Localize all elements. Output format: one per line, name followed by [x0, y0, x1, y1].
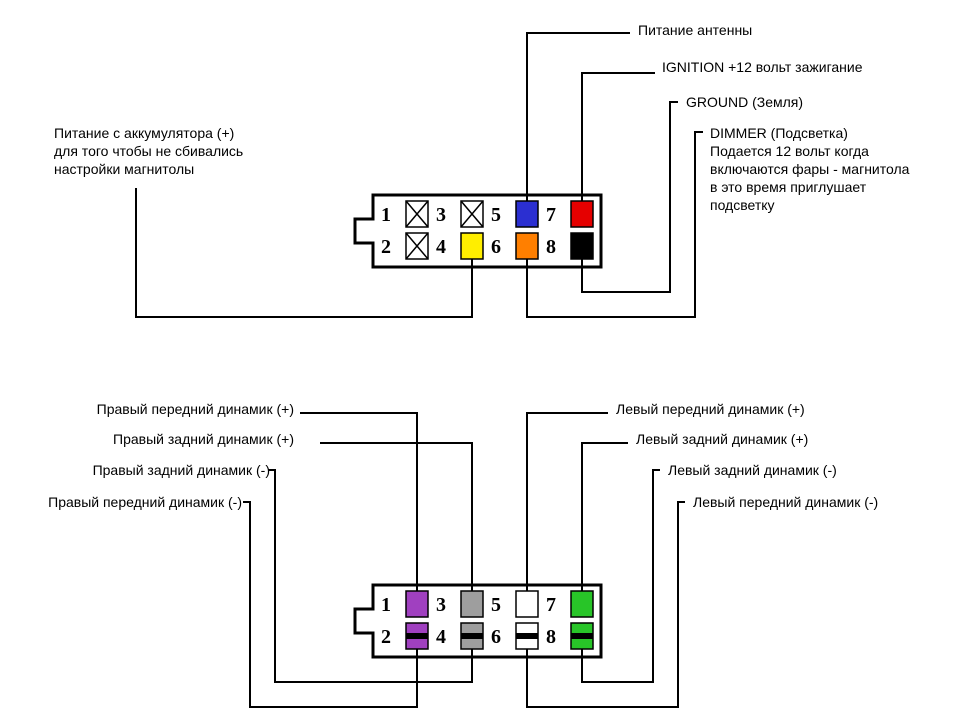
wire-B-1 [300, 413, 417, 591]
svg-text:1: 1 [381, 594, 391, 616]
label-B-5-0: Левый передний динамик (+) [616, 401, 805, 417]
label-A-5-0: Питание антенны [638, 22, 752, 38]
svg-text:4: 4 [436, 236, 446, 258]
label-B-1-0: Правый передний динамик (+) [97, 401, 294, 417]
wire-A-5 [527, 33, 630, 201]
svg-text:5: 5 [491, 204, 501, 226]
label-A-6-2: включаются фары - магнитола [710, 161, 910, 177]
svg-text:6: 6 [491, 626, 501, 648]
pin-A-8 [571, 233, 593, 259]
wire-A-8 [582, 102, 678, 292]
label-A-7-0: IGNITION +12 вольт зажигание [662, 59, 863, 75]
label-A-4-2: настройки магнитолы [54, 161, 194, 177]
label-A-6-0: DIMMER (Подсветка) [710, 125, 848, 141]
label-A-4-0: Питание с аккумулятора (+) [54, 125, 234, 141]
pin-A-5 [516, 201, 538, 227]
label-B-2-0: Правый передний динамик (-) [48, 494, 242, 510]
wire-B-7 [582, 443, 628, 591]
svg-text:7: 7 [546, 594, 556, 616]
label-A-4-1: для того чтобы не сбивались [54, 143, 243, 159]
label-A-6-3: в это время приглушает [710, 179, 867, 195]
wire-A-7 [582, 73, 655, 201]
svg-text:6: 6 [491, 236, 501, 258]
wire-B-8 [582, 470, 660, 682]
svg-text:8: 8 [546, 236, 556, 258]
pin-B-7 [571, 591, 593, 617]
svg-text:2: 2 [381, 626, 391, 648]
pin-B-1 [406, 591, 428, 617]
pin-B-5 [516, 591, 538, 617]
wire-B-3 [320, 443, 472, 591]
label-B-4-0: Правый задний динамик (-) [93, 462, 270, 478]
label-B-8-0: Левый задний динамик (-) [668, 462, 837, 478]
label-A-8-0: GROUND (Земля) [686, 94, 803, 110]
wire-B-4 [268, 470, 472, 682]
svg-text:2: 2 [381, 236, 391, 258]
wire-B-5 [527, 413, 608, 591]
svg-text:7: 7 [546, 204, 556, 226]
svg-text:3: 3 [436, 594, 446, 616]
label-B-7-0: Левый задний динамик (+) [636, 431, 808, 447]
wiring-diagram: Питание с аккумулятора (+) для того чтобы… [0, 0, 960, 720]
label-A-6-4: подсветку [710, 197, 775, 213]
pin-A-6 [516, 233, 538, 259]
pin-A-4 [461, 233, 483, 259]
svg-text:5: 5 [491, 594, 501, 616]
svg-text:8: 8 [546, 626, 556, 648]
pin-A-7 [571, 201, 593, 227]
pin-B-3 [461, 591, 483, 617]
label-B-6-0: Левый передний динамик (-) [693, 494, 878, 510]
svg-text:4: 4 [436, 626, 446, 648]
label-A-6-1: Подается 12 вольт когда [710, 143, 869, 159]
label-B-3-0: Правый задний динамик (+) [113, 431, 294, 447]
svg-text:3: 3 [436, 204, 446, 226]
svg-text:1: 1 [381, 204, 391, 226]
